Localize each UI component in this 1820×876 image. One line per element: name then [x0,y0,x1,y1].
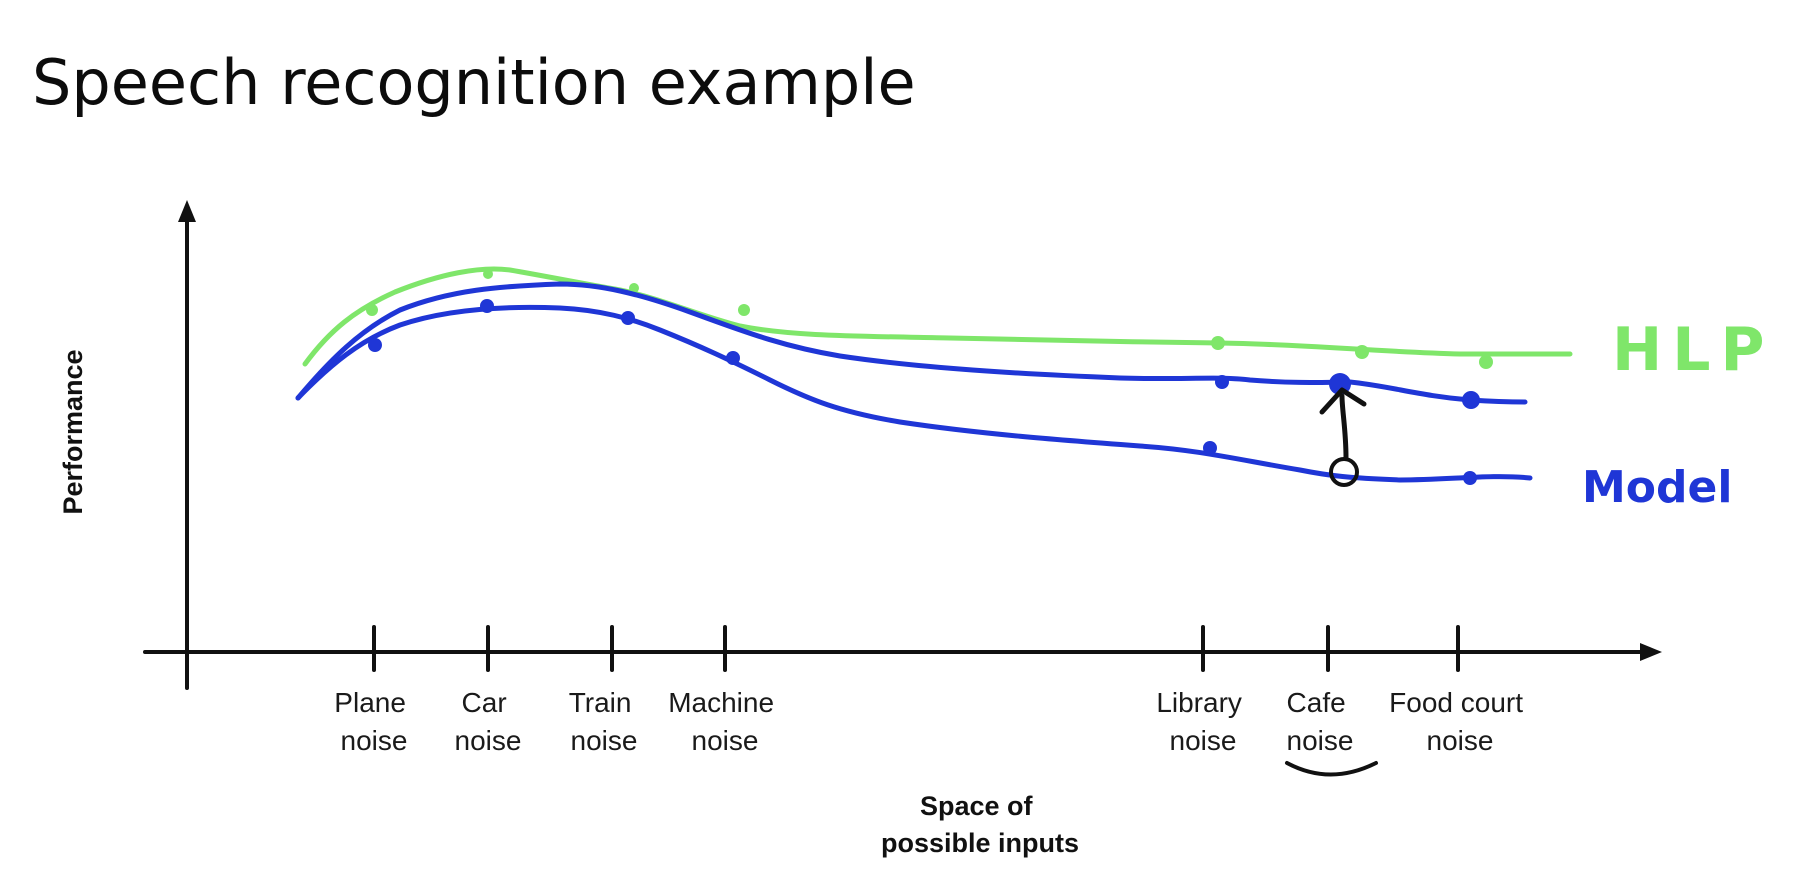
tick-label-car-noise: Car noise [455,687,522,756]
axes [143,200,1662,690]
tick-label-food-court-noise: Food court noise [1389,687,1531,756]
upper-blue-point [1215,375,1229,389]
model-label: Model [1582,462,1732,513]
tick-label-library-noise: Library noise [1156,687,1249,756]
hlp-label: HLP [1612,315,1774,385]
upper-blue-point [368,338,382,352]
hlp-points [366,269,1493,369]
x-axis-label-line-2: possible inputs [881,828,1079,858]
upper-blue-curve [295,281,1528,405]
hlp-curve [302,266,1573,367]
tick-label-machine-noise: Machine noise [668,687,782,756]
cafe-noise-underline [1285,761,1378,777]
model-point [1463,471,1477,485]
x-tick-labels: Plane noise Car noise Train noise Machin… [334,687,1531,756]
hlp-point [738,304,750,316]
tick-label-cafe-noise: Cafe noise [1287,687,1354,756]
tick-label-train-noise: Train noise [569,687,640,756]
slide-title: Speech recognition example [32,46,916,119]
hlp-point [483,269,493,279]
y-axis-label: Performance [58,349,88,514]
model-point-cafe-circled [1329,457,1359,487]
upper-blue-point [1462,391,1480,409]
x-ticks [372,625,1460,672]
x-axis-label: Space of possible inputs [881,791,1079,858]
y-axis-arrowhead [178,200,196,222]
gap-annotation [1319,387,1367,487]
x-axis-label-line-1: Space of [920,791,1034,821]
model-point [1203,441,1217,455]
model-curve [295,304,1533,483]
tick-label-plane-noise: Plane noise [334,687,413,756]
model-points [368,299,1480,485]
hlp-point [629,283,639,293]
hlp-point [1211,336,1225,350]
upper-blue-point [621,311,635,325]
hlp-point [366,304,378,316]
hlp-point [1479,355,1493,369]
gap-arrow [1339,393,1349,461]
gap-arrowhead [1319,387,1367,415]
hlp-point [1355,345,1369,359]
upper-blue-point [480,299,494,313]
upper-blue-point [726,351,740,365]
x-axis-arrowhead [1640,643,1662,661]
